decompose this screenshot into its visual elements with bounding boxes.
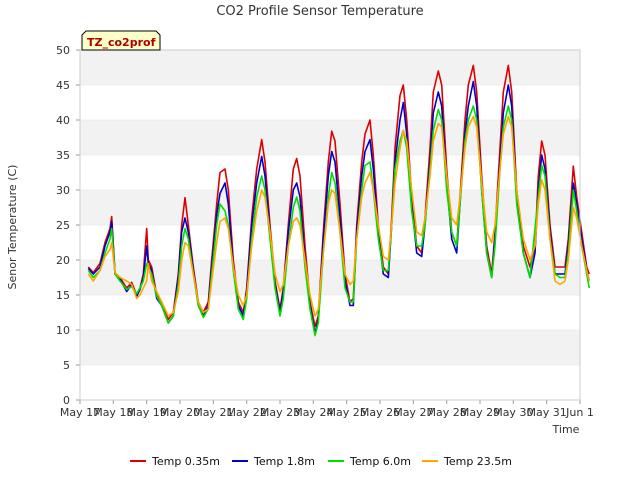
- grid-band: [80, 330, 580, 365]
- x-tick-label: May 28: [427, 406, 467, 419]
- y-tick-label: 35: [56, 149, 70, 162]
- x-tick-label: May 30: [493, 406, 533, 419]
- x-tick-label: May 24: [293, 406, 333, 419]
- grid-band: [80, 50, 580, 85]
- station-tag-box: [81, 30, 161, 51]
- legend-item-2: Temp 1.8m: [232, 455, 315, 468]
- legend: Temp 0.35m Temp 1.8m Temp 6.0m Temp 23.5m: [130, 455, 512, 468]
- x-tick-label: Jun 1: [565, 406, 594, 419]
- grid-band: [80, 85, 580, 120]
- grid-band: [80, 365, 580, 400]
- y-tick-label: 20: [56, 254, 70, 267]
- y-tick-label: 45: [56, 79, 70, 92]
- grid-band: [80, 295, 580, 330]
- y-axis-title: Senor Temperature (C): [6, 165, 19, 290]
- y-tick-label: 15: [56, 289, 70, 302]
- y-tick-label: 10: [56, 324, 70, 337]
- x-tick-label: May 31: [527, 406, 567, 419]
- y-tick-label: 30: [56, 184, 70, 197]
- plot-border: [79, 49, 581, 401]
- legend-label: Temp 1.8m: [253, 455, 315, 468]
- legend-label: Temp 23.5m: [443, 455, 512, 468]
- x-tick-label: May 22: [227, 406, 267, 419]
- legend-item-1: Temp 0.35m: [130, 455, 220, 468]
- x-tick-label: May 25: [327, 406, 367, 419]
- y-tick-label: 50: [56, 44, 70, 57]
- x-axis-title: Time: [552, 423, 580, 436]
- y-tick-label: 5: [63, 359, 70, 372]
- x-tick-label: May 27: [393, 406, 433, 419]
- x-tick-label: May 19: [127, 406, 167, 419]
- chart-title: CO2 Profile Sensor Temperature: [216, 4, 423, 19]
- legend-label: Temp 0.35m: [151, 455, 220, 468]
- y-tick-label: 25: [56, 219, 70, 232]
- x-tick-label: May 21: [193, 406, 233, 419]
- station-tag-label: TZ_co2prof: [87, 36, 156, 49]
- x-tick-label: May 29: [460, 406, 500, 419]
- legend-item-4: Temp 23.5m: [422, 455, 512, 468]
- legend-item-3: Temp 6.0m: [328, 455, 411, 468]
- x-tick-label: May 26: [360, 406, 400, 419]
- station-tag: TZ_co2prof: [81, 30, 161, 51]
- grid-band: [80, 225, 580, 260]
- grid-band: [80, 260, 580, 295]
- series-layer: [87, 64, 591, 337]
- y-tick-label: 40: [56, 114, 70, 127]
- x-tick-label: May 23: [260, 406, 300, 419]
- series-line-4: [87, 115, 591, 317]
- x-tick-label: May 20: [160, 406, 200, 419]
- x-tick-label: May 17: [60, 406, 100, 419]
- y-tick-label: 0: [63, 394, 70, 407]
- legend-label: Temp 6.0m: [349, 455, 411, 468]
- x-tick-label: May 18: [93, 406, 133, 419]
